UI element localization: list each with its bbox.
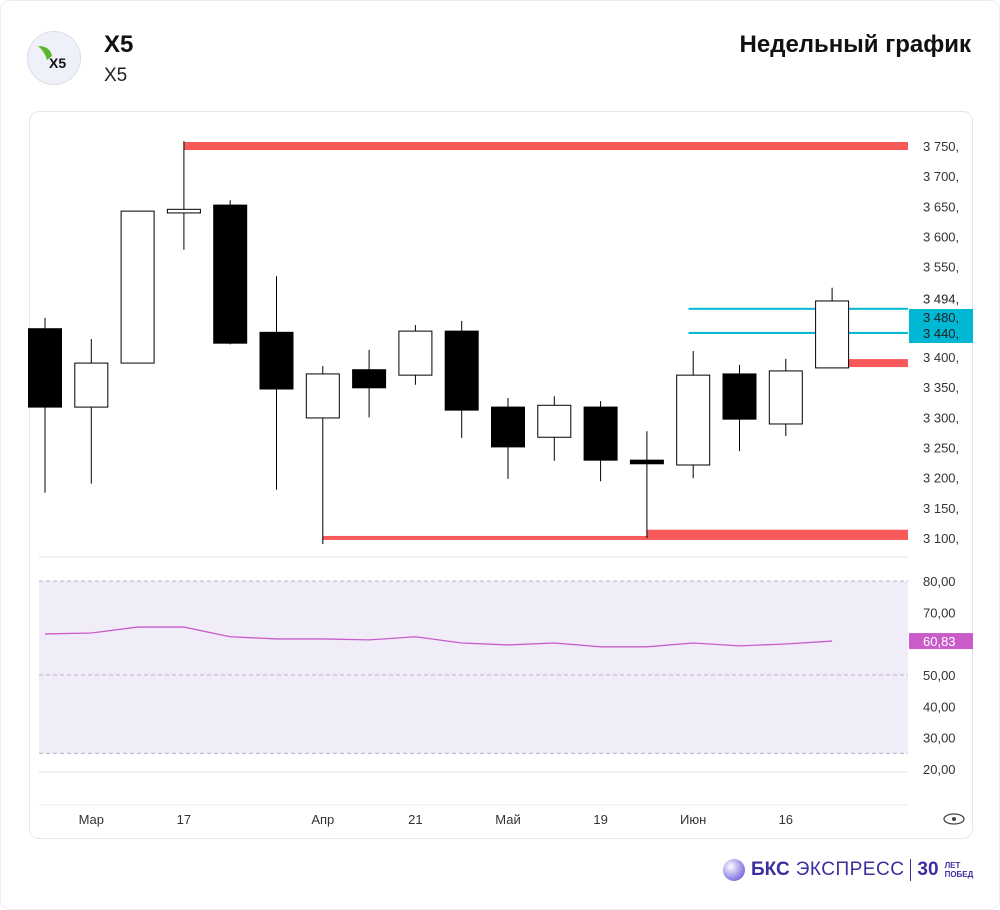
candle-up xyxy=(74,362,109,408)
svg-text:X5: X5 xyxy=(49,55,66,71)
candle-up xyxy=(120,210,155,364)
rsi-tick-label: 20,00 xyxy=(923,762,956,777)
candle-down xyxy=(444,330,479,411)
bcs-brand-logo: БКС ЭКСПРЕСС 30 ЛЕТ ПОБЕД xyxy=(723,859,973,881)
rsi-tick-label: 40,00 xyxy=(923,699,956,714)
candle-up xyxy=(166,208,201,214)
price-tick-label: 3 350, xyxy=(923,380,959,395)
level-line-cyan xyxy=(688,307,908,310)
candle-down xyxy=(352,369,387,389)
brand-sphere-icon xyxy=(723,859,745,881)
price-tick-label: 3 200, xyxy=(923,471,959,486)
chart-card xyxy=(29,111,973,839)
ticker-subtitle: X5 xyxy=(104,65,128,86)
rsi-last-bg xyxy=(909,633,973,650)
x5-logo: X5 xyxy=(27,31,81,85)
price-tick-label: 3 700, xyxy=(923,169,959,184)
anniv-text: ЛЕТ ПОБЕД xyxy=(945,861,974,879)
rsi-tick-label: 80,00 xyxy=(923,574,956,589)
time-axis-label: Апр xyxy=(311,812,334,827)
price-level-label: 3 494, xyxy=(923,291,959,306)
time-axis-label: Май xyxy=(495,812,520,827)
candle-up xyxy=(815,300,850,369)
rsi-line xyxy=(44,626,833,648)
time-axis-label: 19 xyxy=(593,812,607,827)
level-line-red xyxy=(322,535,908,540)
price-tick-label: 3 400, xyxy=(923,350,959,365)
candle-down xyxy=(28,328,62,408)
level-line-cyan xyxy=(688,331,908,334)
chart-settings-icon-dot xyxy=(952,817,956,821)
candle-up xyxy=(537,404,572,438)
rsi-last-label: 60,83 xyxy=(923,634,956,649)
brand-bold: БКС xyxy=(751,859,790,880)
time-axis-label: 17 xyxy=(177,812,191,827)
time-axis-label: Июн xyxy=(680,812,706,827)
candle-down xyxy=(629,459,664,465)
candle-down xyxy=(491,406,525,448)
rsi-band xyxy=(39,581,908,754)
price-tick-label: 3 150, xyxy=(923,501,959,516)
candle-down xyxy=(583,406,618,461)
candle-down xyxy=(722,373,757,420)
ticker-title: X5 xyxy=(104,31,134,58)
candle-down xyxy=(213,204,248,344)
candle-down xyxy=(259,331,294,390)
price-tick-label: 3 600, xyxy=(923,229,959,244)
anniv-line2: ПОБЕД xyxy=(944,870,974,879)
brand-light: ЭКСПРЕСС xyxy=(795,859,905,880)
price-level-label: 3 440, xyxy=(923,326,959,341)
candle-up xyxy=(305,373,340,419)
price-tick-label: 3 750, xyxy=(923,139,959,154)
price-level-label: 3 480, xyxy=(923,310,959,325)
rsi-tick-label: 70,00 xyxy=(923,605,956,620)
anniv-number: 30 xyxy=(917,859,939,880)
time-axis-label: 21 xyxy=(408,812,422,827)
rsi-tick-label: 30,00 xyxy=(923,731,956,746)
time-axis-label: Мар xyxy=(79,812,104,827)
chart-settings-icon[interactable] xyxy=(943,813,965,825)
price-tick-label: 3 300, xyxy=(923,410,959,425)
price-label-highlight-bg xyxy=(909,309,973,343)
price-tick-label: 3 250, xyxy=(923,441,959,456)
price-tick-label: 3 550, xyxy=(923,260,959,275)
candle-up xyxy=(398,330,433,376)
price-tick-label: 3 650, xyxy=(923,199,959,214)
rsi-tick-label: 50,00 xyxy=(923,668,956,683)
price-tick-label: 3 100, xyxy=(923,531,959,546)
chart-period: Недельный график xyxy=(739,31,971,58)
level-line-red xyxy=(832,359,908,368)
candle-up xyxy=(768,370,803,425)
brand-separator xyxy=(910,859,912,881)
time-axis-label: 16 xyxy=(779,812,793,827)
anniv-line1: ЛЕТ xyxy=(944,861,961,870)
level-line-red xyxy=(183,142,908,150)
candle-up xyxy=(676,374,711,466)
level-line-red xyxy=(646,529,908,538)
